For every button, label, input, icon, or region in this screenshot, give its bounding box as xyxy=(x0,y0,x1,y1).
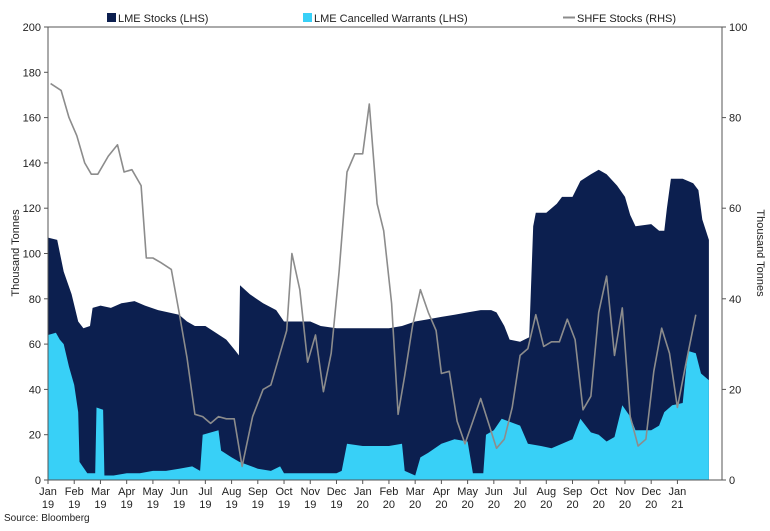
x-tick-label-year: 20 xyxy=(645,499,657,511)
x-tick-label-year: 19 xyxy=(42,499,54,511)
y-tick-label-left: 80 xyxy=(29,294,41,306)
x-tick-label-month: Aug xyxy=(536,486,556,498)
legend-label-shfe-stocks: SHFE Stocks (RHS) xyxy=(577,13,676,25)
x-tick-label-year: 20 xyxy=(383,499,395,511)
x-tick-label-year: 20 xyxy=(593,499,605,511)
x-tick-label-month: Jul xyxy=(513,486,527,498)
x-tick-label-year: 19 xyxy=(278,499,290,511)
x-tick-label-month: Jan xyxy=(354,486,372,498)
x-tick-label-year: 20 xyxy=(540,499,552,511)
x-tick-label-year: 21 xyxy=(671,499,683,511)
x-tick-label-month: Oct xyxy=(590,486,607,498)
x-tick-label-month: Apr xyxy=(118,486,135,498)
x-tick-label-month: Mar xyxy=(406,486,425,498)
x-tick-label-year: 20 xyxy=(514,499,526,511)
x-tick-label-year: 20 xyxy=(619,499,631,511)
x-tick-label-month: Feb xyxy=(379,486,398,498)
x-tick-label-year: 19 xyxy=(121,499,133,511)
shfe-stocks-line xyxy=(50,82,697,468)
x-tick-label-month: Mar xyxy=(91,486,110,498)
y-tick-label-right: 100 xyxy=(729,22,747,34)
x-tick-label-year: 20 xyxy=(435,499,447,511)
x-tick-label-year: 19 xyxy=(68,499,80,511)
x-tick-label-month: Dec xyxy=(327,486,347,498)
y-tick-label-left: 40 xyxy=(29,384,41,396)
y-axis-title-left: Thousand Tonnes xyxy=(10,209,22,297)
x-tick-label-year: 19 xyxy=(173,499,185,511)
y-tick-label-left: 20 xyxy=(29,430,41,442)
axes-layer: 0 20 40 60 80 100 120 140 160 180 200 0 20 40 60 80 100 J… xyxy=(23,22,748,511)
y-axis-title-right: Thousand Tonnes xyxy=(754,209,766,297)
cancelled-warrants-area xyxy=(48,332,709,480)
y-tick-label-left: 200 xyxy=(23,22,41,34)
x-tick-label-month: Sep xyxy=(248,486,268,498)
y-tick-label-right: 20 xyxy=(729,384,741,396)
x-tick-label-year: 19 xyxy=(199,499,211,511)
x-tick-label-year: 19 xyxy=(94,499,106,511)
series-layer xyxy=(48,82,709,480)
x-tick-label-month: Jun xyxy=(170,486,188,498)
y-tick-label-left: 180 xyxy=(23,67,41,79)
x-tick-label-month: Jun xyxy=(485,486,503,498)
x-tick-label-year: 19 xyxy=(252,499,264,511)
y-tick-label-right: 60 xyxy=(729,203,741,215)
x-tick-label-month: Jul xyxy=(198,486,212,498)
x-tick-label-month: Jan xyxy=(669,486,687,498)
x-tick-label-month: May xyxy=(143,486,164,498)
x-tick-label-month: Jan xyxy=(39,486,57,498)
x-tick-label-year: 19 xyxy=(225,499,237,511)
legend: LME Stocks (LHS) LME Cancelled Warrants … xyxy=(107,13,676,25)
x-tick-label-month: Nov xyxy=(615,486,635,498)
x-tick-label-month: Sep xyxy=(563,486,583,498)
y-tick-label-left: 0 xyxy=(35,475,41,487)
x-tick-label-month: Oct xyxy=(275,486,292,498)
y-tick-label-right: 80 xyxy=(729,113,741,125)
x-tick-label-year: 19 xyxy=(304,499,316,511)
x-tick-label-year: 20 xyxy=(566,499,578,511)
lme-stocks-area xyxy=(48,169,709,480)
y-tick-label-left: 100 xyxy=(23,249,41,261)
x-tick-label-year: 20 xyxy=(488,499,500,511)
legend-label-lme-stocks: LME Stocks (LHS) xyxy=(118,13,208,25)
x-tick-label-month: Dec xyxy=(641,486,661,498)
y-tick-label-right: 0 xyxy=(729,475,735,487)
source-note: Source: Bloomberg xyxy=(4,513,90,524)
legend-swatch-cancelled-warrants xyxy=(303,13,312,22)
legend-label-cancelled-warrants: LME Cancelled Warrants (LHS) xyxy=(314,13,468,25)
x-tick-label-month: Apr xyxy=(433,486,450,498)
x-tick-label-month: Feb xyxy=(65,486,84,498)
x-tick-label-month: Aug xyxy=(222,486,242,498)
x-tick-label-year: 20 xyxy=(357,499,369,511)
x-tick-label-month: May xyxy=(457,486,478,498)
y-tick-label-right: 40 xyxy=(729,294,741,306)
x-tick-label-year: 19 xyxy=(147,499,159,511)
x-tick-label-year: 20 xyxy=(409,499,421,511)
x-tick-label-month: Nov xyxy=(300,486,320,498)
legend-swatch-lme-stocks xyxy=(107,13,116,22)
y-tick-label-left: 60 xyxy=(29,339,41,351)
y-tick-label-left: 140 xyxy=(23,158,41,170)
x-tick-label-year: 19 xyxy=(330,499,342,511)
y-tick-label-left: 160 xyxy=(23,113,41,125)
x-tick-label-year: 20 xyxy=(461,499,473,511)
y-tick-label-left: 120 xyxy=(23,203,41,215)
